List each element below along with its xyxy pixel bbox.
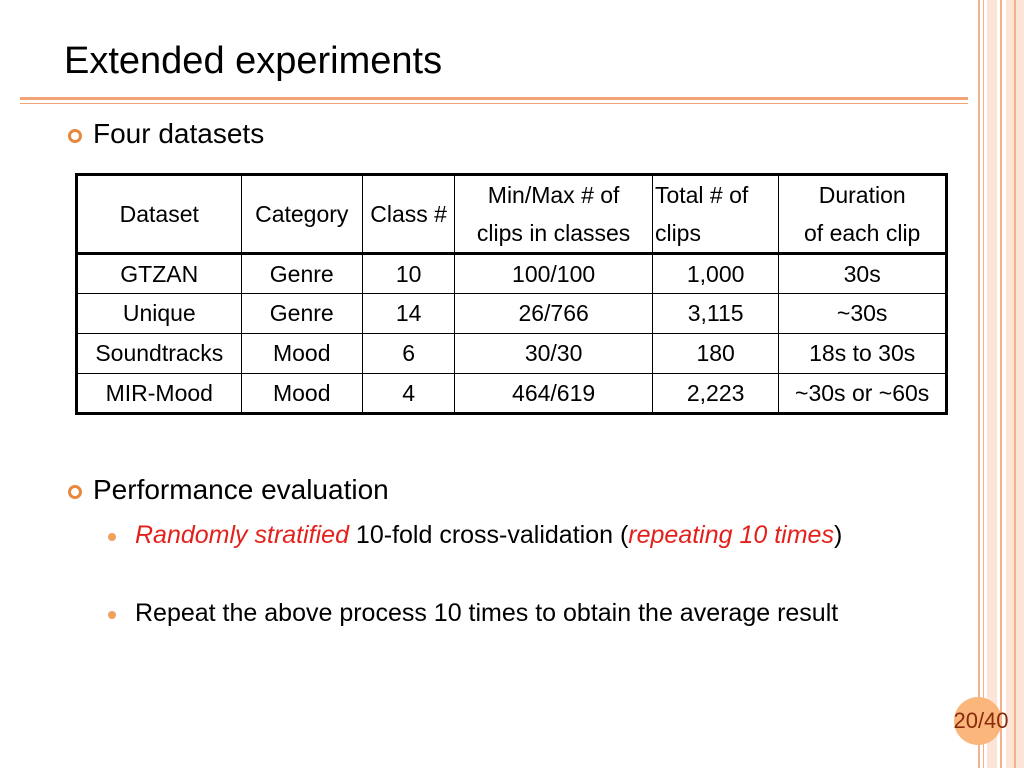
header-minmax-line1: Min/Max # of [487,182,620,208]
dot-bullet-icon [108,611,116,619]
cell-duration: 18s to 30s [778,333,947,374]
emphasis-randomly-stratified: Randomly stratified [135,521,349,549]
datasets-table: Dataset Category Class # Min/Max # of cl… [75,173,948,415]
header-total-line1: Total # of [654,182,749,208]
header-duration: Duration of each clip [778,174,947,254]
sub-bullet-repeat-process: Repeat the above process 10 times to obt… [135,599,839,627]
cell-classes: 14 [361,293,456,334]
cell-dataset: GTZAN [76,252,242,294]
sub-bullet-text-end: ) [833,521,843,549]
cell-minmax: 30/30 [454,333,653,374]
cell-minmax: 26/766 [454,293,653,334]
header-minmax-line2: clips in classes [476,220,631,246]
bullet-performance-evaluation: Performance evaluation [93,474,389,505]
page-number: 20/40 [953,708,1009,733]
cell-total: 3,115 [651,293,780,334]
decorative-stripe [987,0,997,768]
table-header-row: Dataset Category Class # Min/Max # of cl… [76,174,947,254]
header-minmax-clips: Min/Max # of clips in classes [454,174,653,254]
slide-title: Extended experiments [64,40,443,82]
cell-dataset: MIR-Mood [76,373,242,414]
header-total-line2: clips [654,220,701,246]
sub-bullet-cross-validation: Randomly stratified 10-fold cross-valida… [135,519,935,552]
cell-category: Genre [240,252,363,294]
header-total-clips: Total # of clips [651,174,780,254]
title-divider-thin [20,103,968,104]
decorative-stripe-line [1014,0,1016,768]
cell-classes: 4 [361,373,456,414]
cell-total: 2,223 [651,373,780,414]
cell-minmax: 464/619 [454,373,653,414]
cell-total: 180 [651,333,780,374]
emphasis-repeating-times: repeating 10 times [628,521,834,549]
circle-bullet-icon [68,485,82,499]
circle-bullet-icon [68,129,82,143]
cell-duration: ~30s or ~60s [778,373,947,414]
cell-duration: 30s [778,252,947,294]
table-row: Unique Genre 14 26/766 3,115 ~30s [76,293,947,334]
page-number-badge [954,697,1002,745]
table-row: Soundtracks Mood 6 30/30 180 18s to 30s [76,333,947,374]
header-duration-line1: Duration [818,182,906,208]
sub-bullet-text: 10-fold cross-validation ( [348,521,629,549]
cell-category: Genre [240,293,363,334]
table-row: MIR-Mood Mood 4 464/619 2,223 ~30s or ~6… [76,373,947,414]
cell-dataset: Soundtracks [76,333,242,374]
cell-classes: 6 [361,333,456,374]
dot-bullet-icon [108,533,116,541]
header-dataset: Dataset [76,174,242,254]
cell-dataset: Unique [76,293,242,334]
title-divider [20,97,968,100]
header-class-count: Class # [361,174,456,254]
decorative-stripe-line [1000,0,1002,768]
decorative-stripe-line [978,0,980,768]
cell-category: Mood [240,333,363,374]
cell-classes: 10 [361,252,456,294]
cell-category: Mood [240,373,363,414]
cell-total: 1,000 [651,252,780,294]
bullet-four-datasets: Four datasets [93,118,265,149]
cell-minmax: 100/100 [454,252,653,294]
cell-duration: ~30s [778,293,947,334]
header-category: Category [240,174,363,254]
header-duration-line2: of each clip [804,220,921,246]
decorative-stripe-line [983,0,984,768]
table-row: GTZAN Genre 10 100/100 1,000 30s [76,252,947,294]
